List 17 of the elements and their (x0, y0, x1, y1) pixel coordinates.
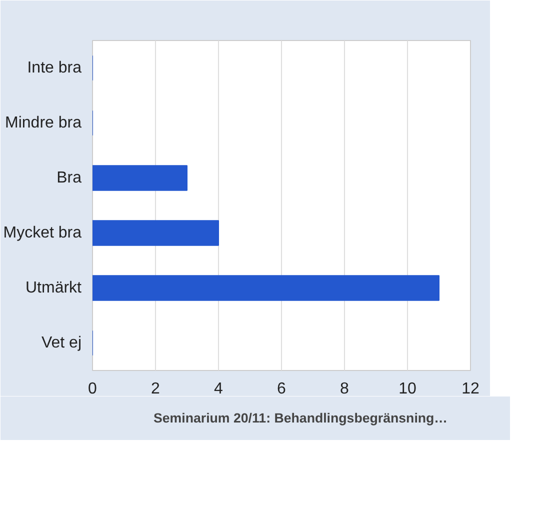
y-tick-label: Mycket bra (3, 224, 82, 242)
x-tick-label: 4 (214, 380, 224, 398)
y-tick-label: Bra (56, 170, 82, 186)
x-tick-label: 6 (277, 380, 286, 398)
y-tick-label: Utmärkt (26, 280, 82, 296)
text: Seminarium 20/11: Behandlingsbegränsning… (153, 410, 448, 426)
x-tick-label: 12 (462, 380, 480, 398)
bar (92, 275, 440, 301)
y-tick-label: Mindre bra (5, 114, 82, 132)
y-tick-label: Vet ej (41, 334, 82, 352)
bar (92, 165, 188, 191)
y-tick-label: Inte bra (27, 60, 82, 76)
x-tick-label: 8 (340, 380, 350, 398)
x-tick-label: 10 (398, 380, 416, 398)
x-tick-label: 0 (88, 380, 98, 398)
bar (92, 220, 219, 246)
x-tick-label: 2 (151, 380, 160, 398)
